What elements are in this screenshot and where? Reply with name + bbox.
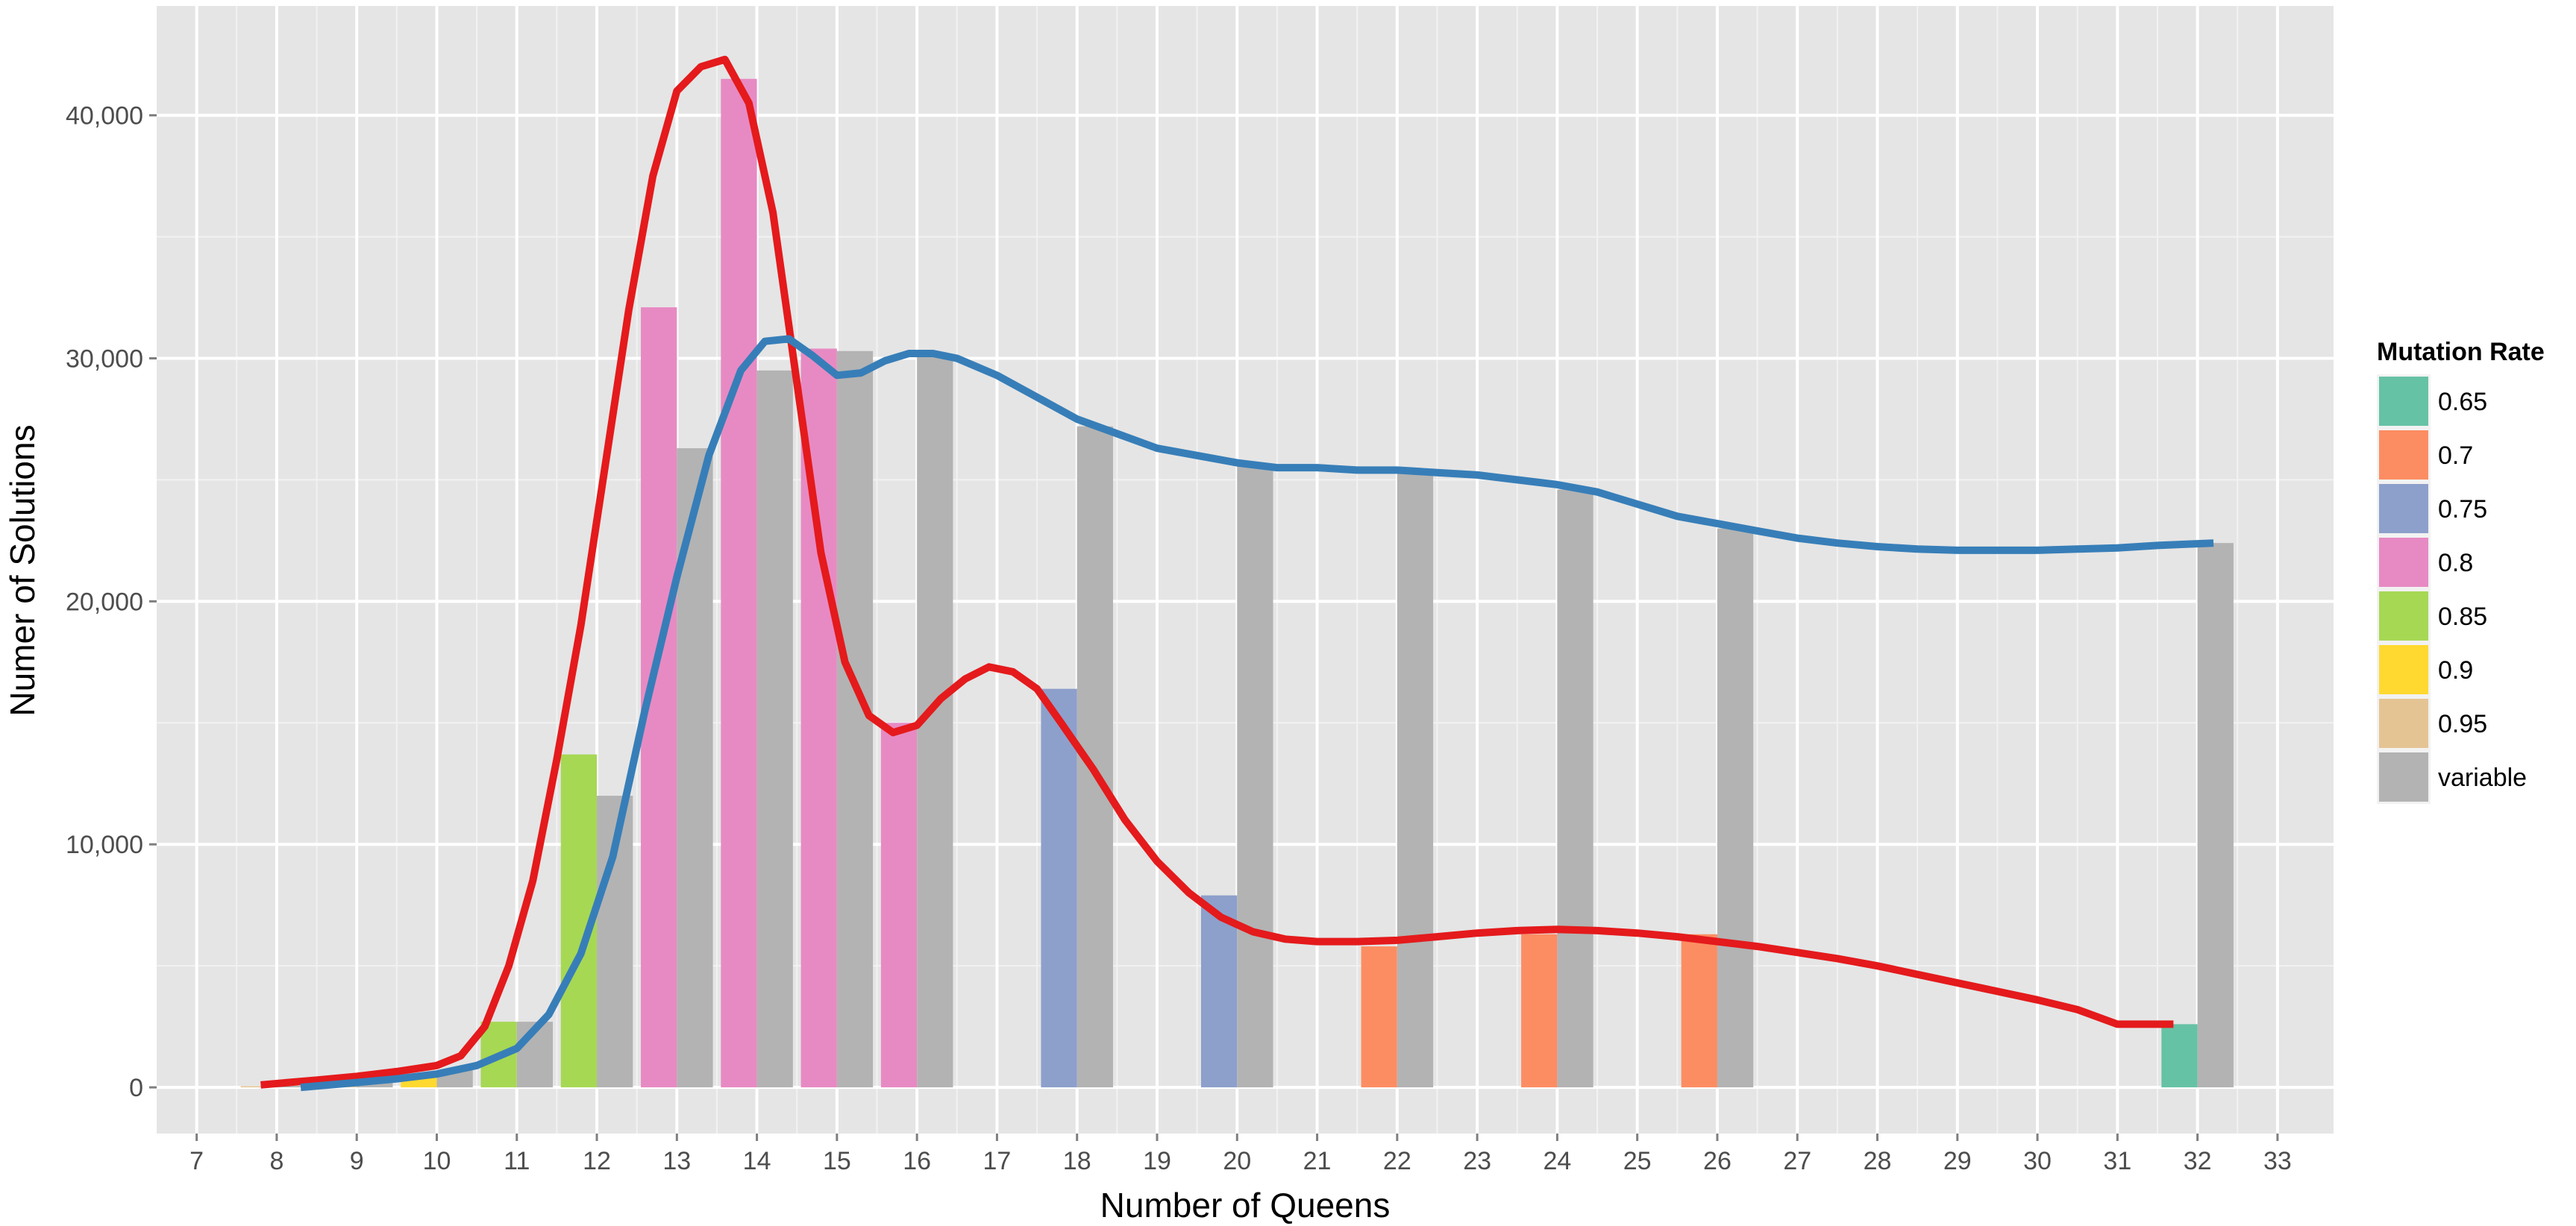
x-tick-label: 23 [1463, 1147, 1491, 1175]
legend-key [2379, 699, 2428, 748]
x-tick-label: 30 [2023, 1147, 2052, 1175]
legend-key [2379, 752, 2428, 802]
x-tick-label: 14 [743, 1147, 771, 1175]
bar [240, 1086, 277, 1088]
x-tick-label: 33 [2263, 1147, 2292, 1175]
bar [1361, 946, 1397, 1088]
bar [1717, 528, 1754, 1088]
bar [1200, 895, 1238, 1088]
bar [1681, 934, 1717, 1088]
bar [836, 350, 874, 1088]
x-tick-label: 25 [1623, 1147, 1652, 1175]
x-tick-label: 9 [350, 1147, 364, 1175]
legend-key [2379, 377, 2428, 426]
bar [721, 78, 757, 1088]
x-tick-label: 27 [1783, 1147, 1811, 1175]
x-tick-label: 10 [423, 1147, 451, 1175]
legend-key [2379, 645, 2428, 694]
y-tick-label: 10,000 [66, 831, 143, 859]
x-tick-label: 24 [1543, 1147, 1571, 1175]
legend: Mutation Rate 0.65 0.7 0.75 0.8 0.85 0.9 0.95 v… [2377, 338, 2545, 804]
trend-line [260, 55, 2174, 1089]
legend-title: Mutation Rate [2377, 338, 2545, 366]
legend-key [2379, 538, 2428, 587]
legend-label: 0.7 [2438, 441, 2473, 470]
x-tick-label: 8 [269, 1147, 283, 1175]
x-tick-label: 11 [504, 1147, 530, 1175]
y-tick-label: 0 [129, 1074, 143, 1102]
y-tick-label: 20,000 [66, 588, 143, 616]
x-tick-label: 26 [1703, 1147, 1732, 1175]
bar [880, 723, 918, 1088]
legend-label: 0.9 [2438, 656, 2473, 685]
bar [756, 370, 793, 1088]
x-axis-title: Number of Queens [1100, 1186, 1391, 1225]
legend-key [2379, 591, 2428, 641]
x-tick-label: 21 [1303, 1147, 1332, 1175]
bar [1521, 934, 1558, 1088]
y-axis-ticks: 0 10,000 20,000 30,000 40,000 [66, 102, 157, 1102]
x-tick-label: 13 [662, 1147, 691, 1175]
trend-line [300, 335, 2214, 1092]
trend-lines [260, 55, 2214, 1092]
legend-label: variable [2438, 764, 2527, 792]
y-axis-title: Numer of Solutions [3, 424, 42, 716]
legend-label: 0.65 [2438, 388, 2487, 416]
legend-label: 0.75 [2438, 495, 2487, 524]
bar [1557, 489, 1593, 1088]
x-tick-label: 31 [2103, 1147, 2131, 1175]
x-tick-label: 7 [189, 1147, 204, 1175]
x-tick-label: 29 [1943, 1147, 1972, 1175]
x-tick-label: 19 [1143, 1147, 1171, 1175]
legend-label: 0.95 [2438, 710, 2487, 738]
bar [1041, 688, 1077, 1088]
x-tick-label: 20 [1223, 1147, 1251, 1175]
legend-key [2379, 430, 2428, 480]
y-tick-label: 40,000 [66, 102, 143, 131]
x-tick-label: 15 [823, 1147, 851, 1175]
x-tick-label: 22 [1383, 1147, 1411, 1175]
legend-label: 0.85 [2438, 603, 2487, 631]
x-tick-label: 17 [983, 1147, 1012, 1175]
bar [2161, 1024, 2198, 1088]
legend-key [2379, 484, 2428, 533]
x-tick-label: 16 [903, 1147, 931, 1175]
legend-label: 0.8 [2438, 549, 2473, 577]
bar [2197, 543, 2234, 1088]
bar [276, 1086, 313, 1088]
x-tick-label: 32 [2184, 1147, 2212, 1175]
y-tick-label: 30,000 [66, 345, 143, 374]
x-tick-label: 28 [1864, 1147, 1892, 1175]
x-tick-label: 18 [1063, 1147, 1091, 1175]
bar [1237, 465, 1273, 1088]
x-axis-ticks: 7 8 9 10 11 12 13 14 15 16 17 18 19 20 21 22 23 24 25 26 27 2… [189, 1134, 2292, 1175]
x-tick-label: 12 [583, 1147, 611, 1175]
bar [1397, 472, 1434, 1088]
